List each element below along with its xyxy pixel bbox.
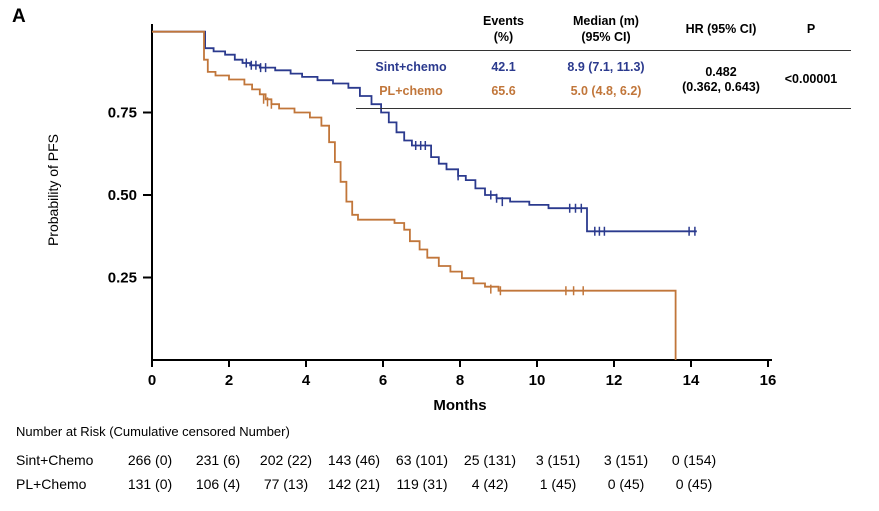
x-tick-label: 6	[379, 372, 387, 389]
risk-value: 231 (6)	[195, 452, 241, 468]
risk-value: 143 (46)	[327, 452, 381, 468]
col-header-events: Events (%)	[483, 14, 524, 44]
risk-value: 142 (21)	[327, 476, 381, 492]
col-header-hr: HR (95% CI)	[685, 21, 757, 36]
x-tick-label: 10	[529, 372, 546, 389]
median-value-sint: 8.9 (7.1, 11.3)	[567, 60, 645, 75]
x-tick-label: 4	[302, 372, 311, 389]
risk-value: 131 (0)	[127, 476, 173, 492]
events-value-sint: 42.1	[491, 60, 516, 75]
results-table: Events (%) Median (m) (95% CI) HR (95% C…	[356, 12, 851, 110]
risk-value: 3 (151)	[603, 452, 649, 468]
risk-rows: Sint+Chemo 266 (0) 231 (6) 202 (22) 143 (46)…	[16, 452, 756, 492]
x-tick-label: 0	[148, 372, 156, 389]
x-tick-label: 16	[760, 372, 777, 389]
risk-value: 119 (31)	[396, 476, 448, 492]
col-header-p: P	[806, 21, 816, 36]
x-tick-label: 2	[225, 372, 233, 389]
results-table-body: Sint+chemo 42.1 8.9 (7.1, 11.3) 0.482 (0…	[356, 51, 851, 110]
risk-value: 0 (45)	[675, 476, 713, 492]
risk-value: 0 (154)	[671, 452, 717, 468]
risk-value: 4 (42)	[471, 476, 509, 492]
y-tick-label: 0.75	[108, 105, 137, 122]
col-header-median: Median (m) (95% CI)	[573, 14, 639, 44]
censor-marks-1	[262, 94, 584, 296]
km-plot: 0 2 4 6 8 10 12 14 16 0.25 0.50 0.75 Months Probabili…	[45, 24, 777, 414]
y-tick-label: 0.50	[108, 187, 137, 204]
risk-table-title: Number at Risk (Cumulative censored Numb…	[16, 424, 290, 439]
risk-row-label: Sint+Chemo	[16, 452, 94, 468]
panel-label: A	[12, 6, 26, 27]
y-tick-label: 0.25	[108, 270, 137, 287]
results-table-header: Events (%) Median (m) (95% CI) HR (95% C…	[356, 12, 851, 52]
risk-row-label: PL+Chemo	[16, 476, 87, 492]
risk-value: 77 (13)	[263, 476, 309, 492]
risk-row: Sint+Chemo 266 (0) 231 (6) 202 (22) 143 (46)…	[16, 452, 756, 468]
series-label-sint: Sint+chemo	[375, 60, 447, 75]
km-curve-1	[152, 30, 677, 360]
risk-table: Number at Risk (Cumulative censored Numb…	[16, 424, 756, 500]
risk-value: 63 (101)	[395, 452, 449, 468]
events-value-pl: 65.6	[491, 84, 516, 99]
x-axis-label: Months	[433, 397, 486, 414]
km-curve-0	[152, 30, 697, 233]
risk-value: 106 (4)	[195, 476, 241, 492]
p-value: <0.00001	[784, 72, 838, 87]
censor-marks-0	[245, 58, 696, 236]
risk-value: 202 (22)	[259, 452, 313, 468]
risk-value: 0 (45)	[607, 476, 645, 492]
risk-value: 266 (0)	[127, 452, 173, 468]
risk-value: 25 (131)	[463, 452, 517, 468]
risk-value: 1 (45)	[539, 476, 577, 492]
y-axis-label: Probability of PFS	[45, 134, 61, 246]
x-tick-label: 8	[456, 372, 464, 389]
x-tick-label: 12	[606, 372, 623, 389]
median-value-pl: 5.0 (4.8, 6.2)	[570, 84, 642, 99]
hr-value: 0.482 (0.362, 0.643)	[682, 64, 760, 95]
x-tick-label: 14	[683, 372, 700, 389]
risk-value: 3 (151)	[535, 452, 581, 468]
series-label-pl: PL+chemo	[379, 84, 443, 99]
risk-row: PL+Chemo 131 (0) 106 (4) 77 (13) 142 (21) 119…	[16, 476, 756, 492]
